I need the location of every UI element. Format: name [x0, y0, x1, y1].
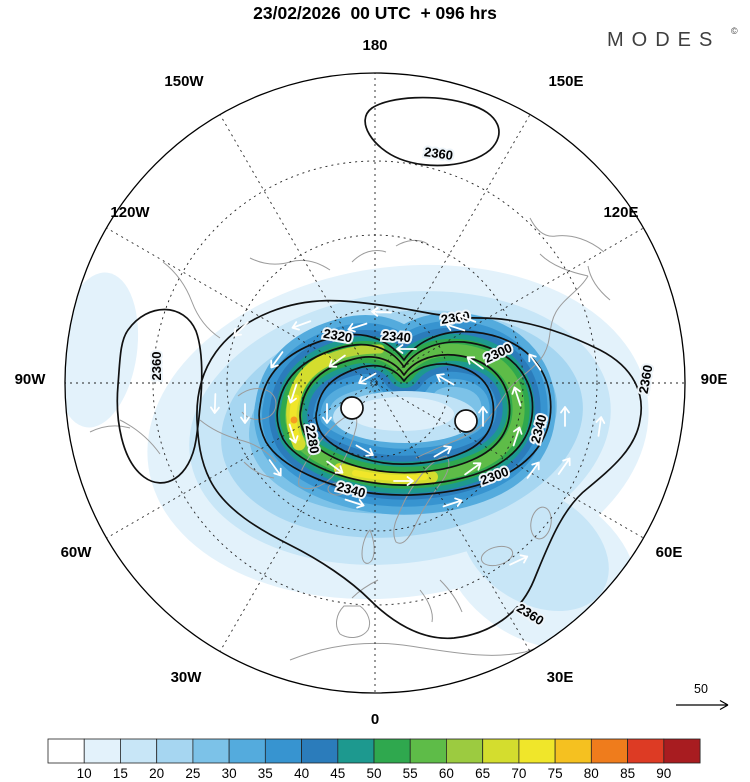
meridian-30W-150E	[219, 113, 531, 653]
colorbar-tick: 50	[366, 766, 381, 781]
contour-2340	[258, 330, 552, 496]
polar-map: 2360 2360 2320 2340 2360 2300 2340 2360 …	[15, 37, 728, 728]
meridian-120W-60E	[105, 227, 645, 539]
map-boundary-circle	[64, 72, 686, 694]
lon-label-30E: 30E	[547, 669, 574, 686]
colorbar-tick: 90	[656, 766, 671, 781]
max-west-peak	[290, 416, 298, 424]
lon-label-150E: 150E	[548, 73, 583, 90]
height-contours	[116, 96, 642, 640]
coastline-east-asia	[529, 217, 611, 301]
brand-logo: MODES	[607, 29, 720, 51]
chart-title: 23/02/2026 00 UTC + 096 hrs	[253, 3, 497, 23]
lon-label-60E: 60E	[656, 544, 683, 561]
lon-label-180: 180	[362, 37, 387, 54]
longitude-labels: 180 150W 150E 120W 120E 90W 90E 60W 60E …	[15, 37, 728, 728]
colorbar-cell	[373, 738, 411, 764]
meridian-60W-120E	[105, 227, 645, 539]
lon-label-90W: 90W	[15, 371, 47, 388]
reference-wind-arrow: 50	[676, 682, 729, 711]
lon-label-90E: 90E	[701, 371, 728, 388]
colorbar-cell	[120, 738, 158, 764]
colorbar-tick: 75	[548, 766, 563, 781]
colorbar-cell	[83, 738, 121, 764]
colorbar-tick: 65	[475, 766, 490, 781]
colorbar-cell	[409, 738, 447, 764]
lon-label-150W: 150W	[164, 73, 204, 90]
contour-2300	[299, 353, 511, 474]
meridian-150W-30E	[219, 113, 531, 653]
coastline-iberia	[336, 579, 379, 638]
contour-2360-west-cell	[116, 308, 203, 484]
colorbar-cell	[518, 738, 556, 764]
lon-label-60W: 60W	[61, 544, 93, 561]
colorbar-cell	[554, 738, 592, 764]
contour-2320	[276, 341, 534, 486]
colorbar-tick: 20	[149, 766, 164, 781]
max-topleft	[325, 344, 385, 363]
colorbar: 10 15 20 25 30 35 40 45 50 55 60 65 70 7…	[47, 738, 701, 781]
colorbar-tick: 80	[584, 766, 599, 781]
colorbar-tick: 35	[258, 766, 273, 781]
colorbar-ticks: 10 15 20 25 30 35 40 45 50 55 60 65 70 7…	[77, 766, 672, 781]
vortex-eye-west	[340, 396, 364, 420]
colorbar-cell	[301, 738, 339, 764]
interior-pale2	[350, 397, 454, 431]
lon-label-0: 0	[371, 711, 379, 728]
contour-2280	[315, 363, 495, 465]
contour-label: 2360	[423, 144, 454, 163]
coastline-na-west	[162, 261, 221, 339]
contour-label: 2360	[149, 352, 164, 381]
contour-label: 2360	[636, 364, 656, 395]
colorbar-tick: 30	[222, 766, 237, 781]
wind-ref-label: 50	[694, 682, 708, 696]
colorbar-cell	[47, 738, 85, 764]
colorbar-tick: 85	[620, 766, 635, 781]
lon-label-120E: 120E	[603, 204, 638, 221]
vortex-interior	[333, 391, 477, 443]
colorbar-tick: 25	[185, 766, 200, 781]
colorbar-tick: 45	[330, 766, 345, 781]
colorbar-cell	[192, 738, 230, 764]
colorbar-cell	[590, 738, 628, 764]
contour-label: 2280	[303, 424, 323, 455]
brand-copyright-mark: ©	[731, 26, 738, 36]
colorbar-cell	[228, 738, 266, 764]
shading-extension-se2	[461, 484, 609, 612]
colorbar-cell	[627, 738, 665, 764]
colorbar-cell	[445, 738, 484, 764]
colorbar-tick: 40	[294, 766, 309, 781]
coastline-britain	[361, 529, 375, 564]
colorbar-tick: 15	[113, 766, 128, 781]
colorbar-tick: 55	[403, 766, 418, 781]
colorbar-cell	[337, 738, 375, 764]
contour-2360-main	[196, 299, 642, 640]
lon-label-120W: 120W	[110, 204, 150, 221]
colorbar-tick: 10	[77, 766, 92, 781]
contour-2360-top-cell	[364, 96, 500, 167]
colorbar-cell	[156, 738, 194, 764]
colorbar-tick: 70	[511, 766, 526, 781]
wind-ref-arrow-icon	[676, 699, 729, 711]
coastline-scandinavia	[393, 455, 450, 544]
coastline-labrador	[243, 461, 275, 479]
coastline-black-sea	[480, 545, 514, 567]
colorbar-tick: 60	[439, 766, 454, 781]
contour-label: 2340	[381, 328, 411, 345]
colorbar-cell	[264, 738, 302, 764]
vortex-eye-east	[454, 409, 478, 433]
coastline-caspian	[530, 506, 552, 540]
map-clipped-content: 2360 2360 2320 2340 2360 2300 2340 2360 …	[65, 73, 685, 693]
colorbar-cell	[663, 738, 701, 764]
contour-label: 2320	[322, 326, 353, 346]
coastline-siberia	[415, 253, 589, 459]
colorbar-cell	[482, 738, 520, 764]
lon-label-30W: 30W	[171, 669, 203, 686]
coastline-na-east	[89, 388, 277, 463]
coastline-italy-balkans	[419, 579, 463, 623]
coastline-greenland	[298, 413, 358, 490]
